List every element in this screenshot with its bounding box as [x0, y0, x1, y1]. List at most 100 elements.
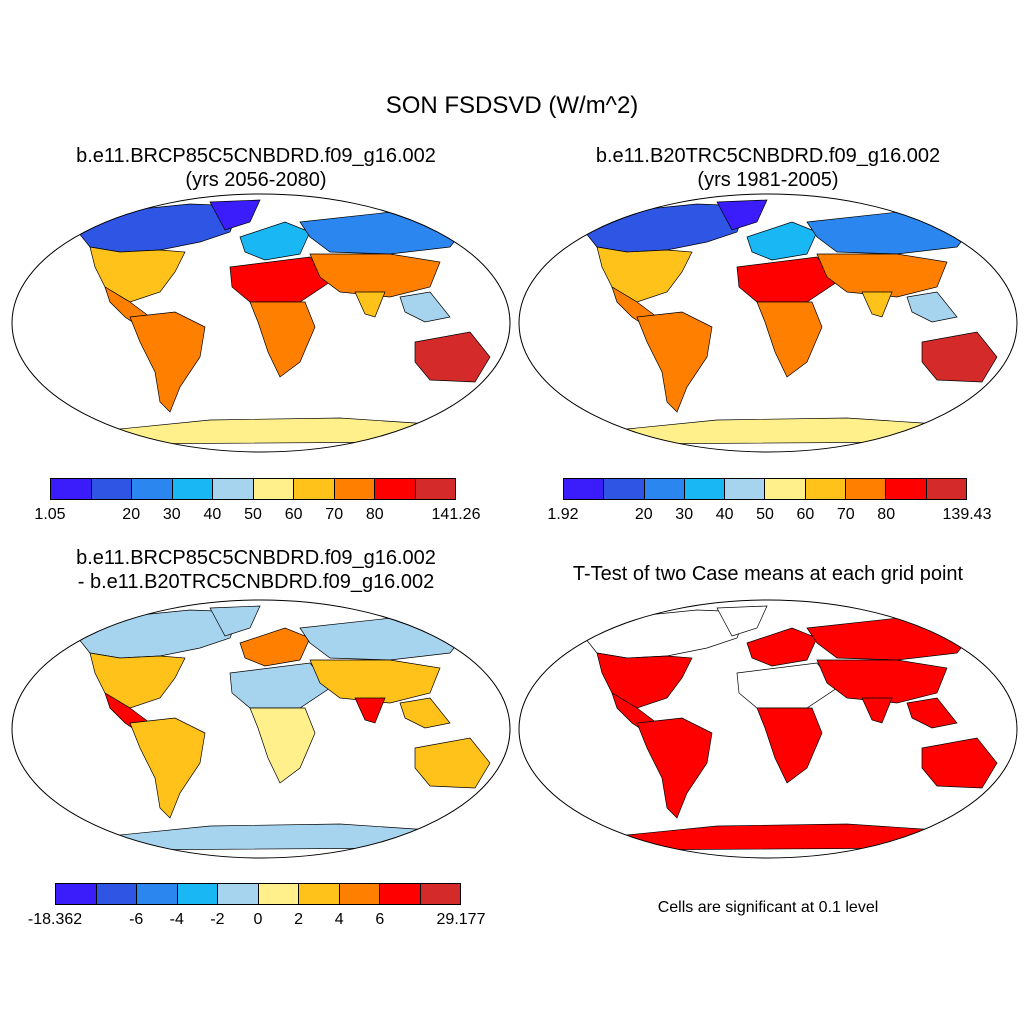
panel-difference-title-line1: b.e11.BRCP85C5CNBDRD.f09_g16.002	[76, 547, 436, 569]
colorbar-tick-label: 2	[294, 911, 304, 928]
colorbar-swatch	[846, 479, 887, 499]
land-africa-south	[756, 301, 823, 378]
colorbar-swatch	[213, 479, 254, 499]
panel-case2-title: b.e11.B20TRC5CNBDRD.f09_g16.002 (yrs 198…	[512, 144, 1024, 192]
land-australia	[414, 737, 491, 789]
land-southeast-asia	[906, 697, 958, 729]
land-north-america-mid	[89, 246, 186, 303]
land-australia	[414, 331, 491, 383]
land-north-america-north	[69, 609, 241, 659]
land-north-america-mid	[596, 652, 693, 709]
land-asia-north	[806, 209, 978, 255]
land-asia-middle	[816, 253, 948, 298]
colorbar-swatch	[177, 884, 218, 904]
colorbar-tick-label: 4	[334, 911, 344, 928]
colorbar-swatch	[51, 479, 92, 499]
colorbar-swatch	[91, 479, 132, 499]
colorbar-difference-labels: -18.362 -6 -4 -2 0 2 4 6 29.177	[28, 911, 486, 931]
significance-note: Cells are significant at 0.1 level	[657, 899, 879, 916]
colorbar-swatch	[375, 479, 416, 499]
land-asia-middle	[816, 659, 948, 704]
colorbar-swatch	[253, 479, 294, 499]
colorbar-swatch	[564, 479, 605, 499]
colorbar-case2	[563, 478, 967, 500]
land-asia-middle	[309, 659, 441, 704]
colorbar-tick-label: 139.43	[942, 506, 992, 523]
colorbar-tick-label: 60	[284, 506, 303, 523]
figure-title: SON FSDSVD (W/m^2)	[385, 92, 639, 119]
colorbar-swatch	[132, 479, 173, 499]
land-australia	[921, 331, 998, 383]
colorbar-swatch	[926, 479, 966, 499]
panel-case1-title-line1: b.e11.BRCP85C5CNBDRD.f09_g16.002	[76, 145, 436, 167]
colorbar-swatch	[805, 479, 847, 499]
colorbar-swatch	[258, 884, 299, 904]
colorbar-tick-label: 1.05	[34, 506, 66, 523]
panel-case2-title-line1: b.e11.B20TRC5CNBDRD.f09_g16.002	[595, 145, 941, 167]
colorbar-tick-label: 40	[203, 506, 222, 523]
colorbar-swatch	[137, 884, 178, 904]
land-australia	[921, 737, 998, 789]
land-asia-north	[806, 615, 978, 661]
colorbar-tick-label: -6	[129, 911, 144, 928]
land-india	[861, 291, 893, 318]
land-southeast-asia	[399, 291, 451, 323]
land-europe	[746, 627, 818, 667]
colorbar-swatch	[765, 479, 806, 499]
land-north-america-mid	[596, 246, 693, 303]
colorbar-tick-label: 30	[162, 506, 181, 523]
colorbar-tick-label: -18.362	[27, 911, 83, 928]
colorbar-tick-label: 6	[375, 911, 385, 928]
colorbar-tick-label: 29.177	[436, 911, 486, 928]
colorbar-tick-label: 60	[796, 506, 815, 523]
map-case1	[11, 193, 511, 453]
land-south-america	[129, 311, 206, 413]
land-southeast-asia	[399, 697, 451, 729]
land-asia-north	[299, 209, 471, 255]
colorbar-tick-label: 80	[877, 506, 896, 523]
colorbar-case1	[50, 478, 456, 500]
land-europe	[239, 627, 311, 667]
colorbar-case1-labels: 1.05 20 30 40 50 60 70 80 141.26	[34, 506, 480, 526]
colorbar-swatch	[886, 479, 927, 499]
colorbar-tick-label: 80	[365, 506, 384, 523]
land-greenland	[716, 199, 768, 231]
colorbar-tick-label: 141.26	[431, 506, 481, 523]
land-north-america-north	[576, 203, 748, 253]
colorbar-swatch	[415, 479, 455, 499]
panel-ttest-title: T-Test of two Case means at each grid po…	[512, 562, 1024, 586]
panel-case1-title-line2: (yrs 2056-2080)	[185, 169, 327, 191]
colorbar-swatch	[56, 884, 97, 904]
map-border	[518, 193, 1018, 453]
map-border	[518, 599, 1018, 859]
colorbar-tick-label: 0	[253, 911, 263, 928]
land-europe	[239, 221, 311, 261]
colorbar-tick-label: 20	[634, 506, 653, 523]
land-layer	[576, 605, 998, 851]
colorbar-difference	[55, 883, 461, 905]
colorbar-tick-label: -4	[169, 911, 184, 928]
land-asia-north	[299, 615, 471, 661]
land-layer	[69, 199, 491, 445]
land-india	[861, 697, 893, 724]
colorbar-tick-label: 50	[244, 506, 262, 523]
land-southeast-asia	[906, 291, 958, 323]
land-north-america-north	[69, 203, 241, 253]
colorbar-tick-label: 20	[122, 506, 141, 523]
panel-case2-title-line2: (yrs 1981-2005)	[697, 169, 839, 191]
land-india	[354, 291, 386, 318]
colorbar-swatch	[218, 884, 259, 904]
colorbar-case2-labels: 1.92 20 30 40 50 60 70 80 139.43	[547, 506, 991, 526]
colorbar-tick-label: 40	[715, 506, 734, 523]
map-case2	[518, 193, 1018, 453]
colorbar-tick-label: 50	[756, 506, 774, 523]
colorbar-swatch	[725, 479, 766, 499]
colorbar-tick-label: -2	[210, 911, 225, 928]
colorbar-swatch	[644, 479, 685, 499]
panel-difference-title-line2: - b.e11.B20TRC5CNBDRD.f09_g16.002	[77, 571, 435, 593]
land-north-america-north	[576, 609, 748, 659]
land-africa-south	[756, 707, 823, 784]
map-ttest	[518, 599, 1018, 859]
land-africa-south	[249, 707, 316, 784]
colorbar-swatch	[96, 884, 137, 904]
